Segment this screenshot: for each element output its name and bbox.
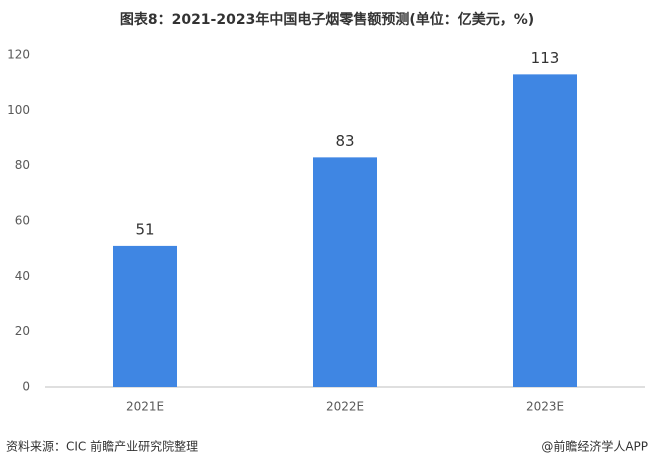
y-tick-label: 80 — [15, 158, 30, 172]
x-tick-label: 2022E — [326, 400, 364, 414]
bar — [113, 245, 177, 387]
y-tick-label: 0 — [22, 380, 30, 394]
y-tick-label: 120 — [7, 48, 30, 62]
bar — [313, 157, 377, 387]
x-tick-label: 2021E — [126, 400, 164, 414]
credit-note: @前瞻经济学人APP — [541, 439, 648, 454]
x-tick-label: 2023E — [526, 400, 564, 414]
chart-title: 图表8：2021-2023年中国电子烟零售额预测(单位：亿美元，%) — [120, 11, 534, 28]
source-note: 资料来源：CIC 前瞻产业研究院整理 — [6, 439, 198, 454]
y-tick-label: 40 — [15, 269, 30, 283]
value-label: 83 — [335, 132, 354, 150]
y-tick-label: 100 — [7, 103, 30, 117]
value-label: 113 — [531, 49, 560, 67]
y-tick-label: 20 — [15, 324, 30, 338]
y-tick-label: 60 — [15, 214, 30, 228]
value-label: 51 — [135, 220, 154, 238]
bar — [513, 74, 577, 387]
